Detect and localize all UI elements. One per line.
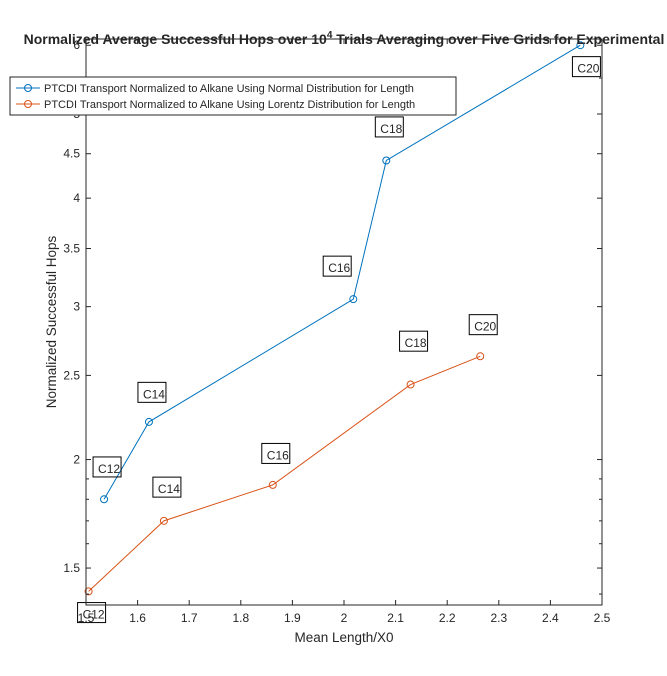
x-tick-label: 1.7 [181, 611, 198, 625]
legend-box [9, 76, 457, 116]
annotation: C16 [322, 255, 352, 277]
annotation-box [137, 381, 167, 403]
data-point [349, 295, 358, 304]
annotation-box [77, 602, 107, 624]
annotation-label: C12 [98, 462, 120, 476]
y-tick-label: 3 [73, 300, 80, 314]
plot-background [86, 39, 602, 605]
annotation-label: C12 [83, 608, 105, 622]
plot-area [86, 39, 602, 605]
x-axis-label: Mean Length/X0 [294, 630, 393, 645]
data-point [476, 352, 485, 361]
x-tick-label: 1.9 [284, 611, 301, 625]
annotation: C12 [92, 456, 122, 478]
annotation-box [571, 56, 601, 78]
y-tick-label: 2.5 [63, 368, 80, 382]
title-main: Normalized Average Successful Hops over … [24, 31, 327, 47]
annotation-box [322, 255, 352, 277]
data-point [159, 516, 168, 525]
x-tick-label: 2.5 [594, 611, 611, 625]
annotation-label: C18 [380, 122, 402, 136]
annotation: C20 [571, 56, 601, 78]
annotation-box [261, 442, 291, 464]
data-point [382, 156, 391, 165]
series-lines [84, 41, 585, 596]
y-tick-label: 1.5 [63, 561, 80, 575]
y-tick-label: 3.5 [63, 242, 80, 256]
x-tick-label: 2 [341, 611, 348, 625]
x-tick-label: 2.1 [387, 611, 404, 625]
title-rest: Trials Averaging over Five Grids for Exp… [332, 31, 664, 47]
data-point [576, 41, 585, 50]
y-tick-label: 4.5 [63, 147, 80, 161]
x-tick-label: 1.5 [78, 611, 95, 625]
chart-title: Normalized Average Successful Hops over … [24, 30, 665, 47]
data-point [406, 380, 415, 389]
legend-marker [24, 84, 32, 92]
data-point [144, 417, 153, 426]
x-tick-label: 1.6 [129, 611, 146, 625]
annotation-label: C14 [158, 482, 180, 496]
annotation: C14 [137, 381, 167, 403]
annotations: C12 C14 C16 C18 C20 C12 C14 C16 C18 C20 [77, 56, 601, 624]
x-tick-label: 1.8 [232, 611, 249, 625]
legend-marker [24, 100, 32, 108]
axes: 1.5 1.6 1.7 1.8 1.9 2 2.1 2.2 2.3 2.4 2.5 1.5 2 2.5 3 3… [63, 38, 610, 625]
legend-entry[interactable]: PTCDI Transport Normalized to Alkane Usi… [16, 99, 415, 111]
legend-entry[interactable]: PTCDI Transport Normalized to Alkane Usi… [16, 83, 414, 95]
annotation-box [152, 476, 182, 498]
title-superscript: 4 [327, 30, 333, 41]
annotation-box [374, 116, 404, 138]
annotation-label: C16 [267, 448, 289, 462]
y-tick-label: 6 [73, 38, 80, 52]
x-tick-label: 2.2 [439, 611, 456, 625]
legend-label: PTCDI Transport Normalized to Alkane Usi… [44, 99, 415, 111]
annotation-box [399, 330, 429, 352]
x-tick-label: 2.3 [490, 611, 507, 625]
y-axis-label: Normalized Successful Hops [44, 235, 59, 408]
annotation-label: C20 [474, 320, 496, 334]
annotation: C20 [468, 314, 498, 336]
legend[interactable]: PTCDI Transport Normalized to Alkane Usi… [9, 76, 457, 116]
data-point [268, 480, 277, 489]
annotation-box [468, 314, 498, 336]
series-line [88, 355, 481, 592]
annotation-label: C20 [577, 62, 599, 76]
annotation-label: C16 [328, 261, 350, 275]
annotation-box [92, 456, 122, 478]
x-tick-label: 2.4 [542, 611, 559, 625]
y-tick-label: 2 [73, 453, 80, 467]
annotation: C18 [399, 330, 429, 352]
data-point [84, 587, 93, 596]
annotation-label: C18 [405, 336, 427, 350]
annotation: C14 [152, 476, 182, 498]
annotation-label: C14 [143, 387, 165, 401]
annotation: C18 [374, 116, 404, 138]
data-point [100, 495, 109, 504]
series-line [103, 44, 581, 500]
y-tick-label: 4 [73, 191, 80, 205]
series-2 [84, 352, 485, 596]
legend-label: PTCDI Transport Normalized to Alkane Usi… [44, 83, 414, 95]
series-1 [100, 41, 585, 504]
annotation: C16 [261, 442, 291, 464]
annotation: C12 [77, 602, 107, 624]
